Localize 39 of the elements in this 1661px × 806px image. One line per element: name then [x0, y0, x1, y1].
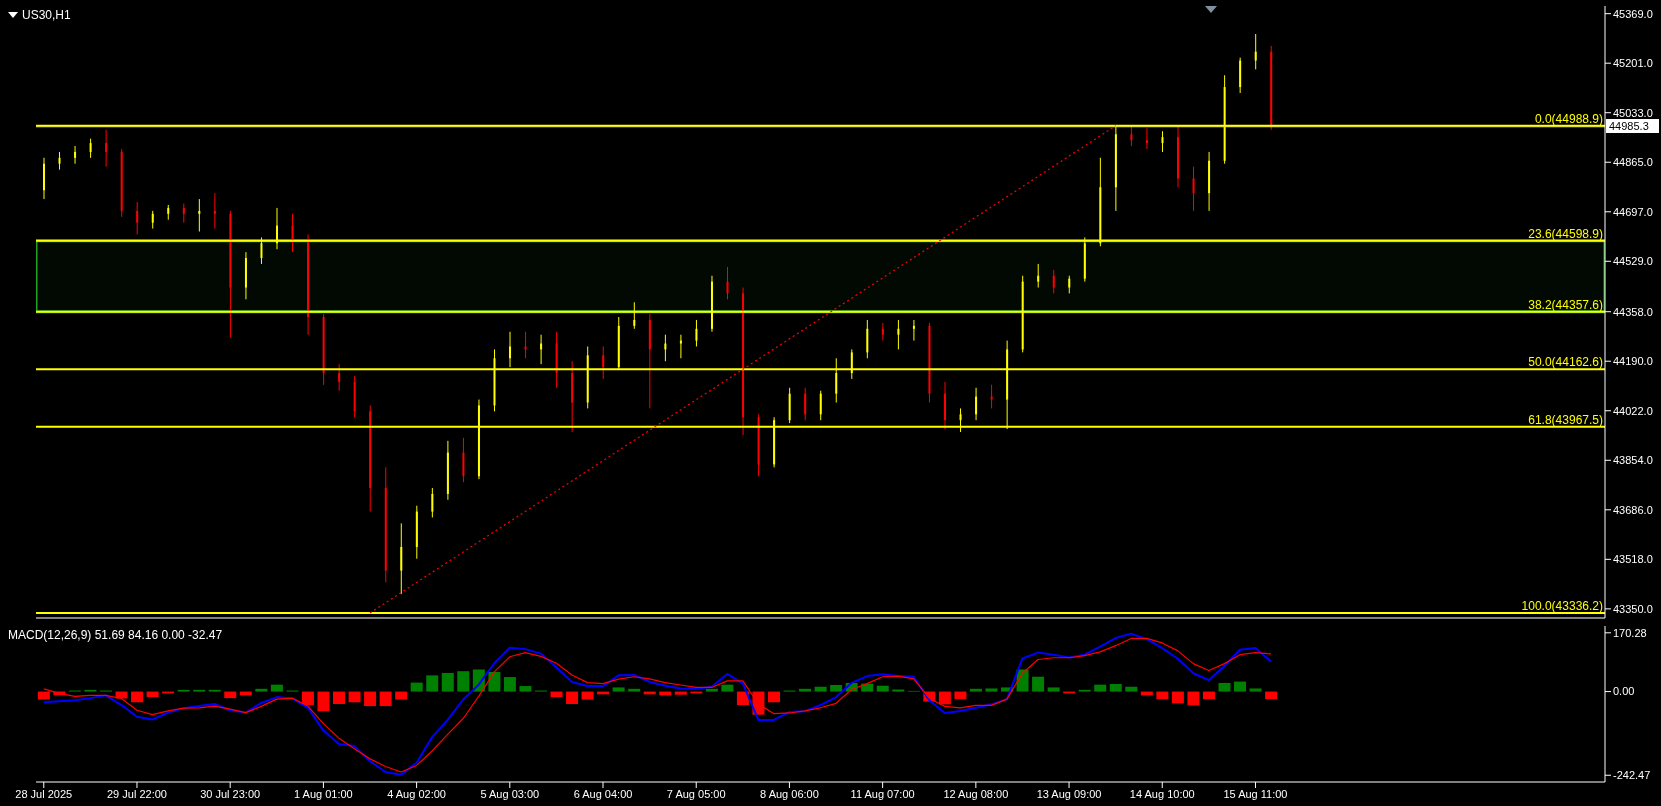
ref-line-label: 38.2(44357.6) — [1528, 297, 1603, 312]
chart-title: MACD(12,26,9) 51.69 84.16 0.00 -32.47 — [8, 628, 223, 642]
ref-line-label: 50.0(44162.6) — [1528, 355, 1603, 370]
y-tick-label: 0.00 — [1613, 685, 1635, 698]
ref-line-label: 0.0(44988.9) — [1534, 111, 1603, 126]
ref-line-label: 100.0(43336.2) — [1521, 598, 1603, 613]
y-tick-label: 44022.0 — [1613, 404, 1653, 417]
y-tick-label: 45201.0 — [1613, 57, 1653, 70]
y-tick-label: 45033.0 — [1613, 106, 1653, 119]
x-tick-label: 15 Aug 11:00 — [1223, 787, 1288, 800]
x-tick-label: 5 Aug 03:00 — [480, 787, 540, 800]
chart-title: US30,H1 — [22, 8, 71, 22]
y-tick-label: 44358.0 — [1613, 305, 1653, 318]
y-tick-label: 170.28 — [1613, 626, 1647, 639]
y-tick-label: 44190.0 — [1613, 355, 1653, 368]
ref-line-label: 23.6(44598.9) — [1528, 226, 1603, 241]
x-tick-label: 11 Aug 07:00 — [850, 787, 915, 800]
x-tick-label: 14 Aug 10:00 — [1129, 787, 1195, 800]
y-tick-label: 43686.0 — [1613, 503, 1653, 516]
x-tick-label: 1 Aug 01:00 — [294, 787, 353, 800]
y-tick-label: -242.47 — [1613, 769, 1651, 782]
x-tick-label: 6 Aug 04:00 — [573, 787, 633, 800]
ref-line-label: 61.8(43967.5) — [1528, 412, 1603, 427]
x-tick-label: 4 Aug 02:00 — [387, 787, 446, 800]
y-tick-label: 43350.0 — [1613, 602, 1653, 615]
y-tick-label: 45369.0 — [1613, 7, 1653, 20]
x-tick-label: 28 Jul 2025 — [15, 787, 73, 800]
y-tick-label: 44865.0 — [1613, 156, 1653, 169]
y-tick-label: 44529.0 — [1613, 255, 1653, 268]
x-tick-label: 12 Aug 08:00 — [943, 787, 1009, 800]
y-tick-label: 43854.0 — [1613, 454, 1653, 467]
x-tick-label: 29 Jul 22:00 — [107, 787, 167, 800]
x-tick-label: 8 Aug 06:00 — [760, 787, 819, 800]
x-tick-label: 13 Aug 09:00 — [1036, 787, 1102, 800]
y-tick-label: 43518.0 — [1613, 553, 1653, 566]
text: 44985.3 — [1606, 119, 1659, 133]
x-tick-label: 7 Aug 05:00 — [666, 787, 726, 800]
y-tick-label: 44697.0 — [1613, 205, 1653, 218]
x-tick-label: 30 Jul 23:00 — [200, 787, 261, 800]
